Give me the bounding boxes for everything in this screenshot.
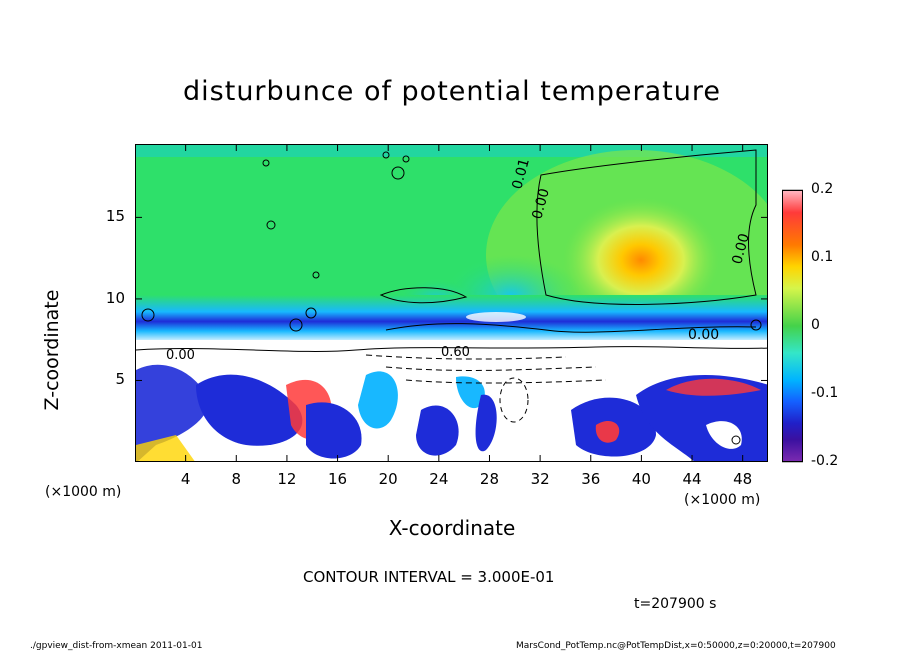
contour-interval: CONTOUR INTERVAL = 3.000E-01 bbox=[303, 568, 555, 586]
contour-label-0-60: 0.60 bbox=[441, 345, 470, 360]
x-tick-label: 36 bbox=[581, 470, 601, 488]
y-tick-label: 15 bbox=[105, 207, 125, 226]
x-tick-label: 40 bbox=[631, 470, 651, 488]
colorbar-label: 0.2 bbox=[811, 181, 834, 197]
x-tick-label: 44 bbox=[682, 470, 702, 488]
x-tick-label: 8 bbox=[231, 470, 242, 488]
y-tick-label: 5 bbox=[115, 370, 125, 389]
x-tick-label: 4 bbox=[180, 470, 191, 488]
contour-label-0-00-upper-right: 0.00 bbox=[729, 232, 753, 266]
time-label: t=207900 s bbox=[634, 596, 717, 612]
contour-label-group: 0.60 0.00 0.00 0.00 0.00 0.01 bbox=[166, 157, 753, 363]
x-axis-label: X-coordinate bbox=[388, 516, 516, 540]
y-axis-label: Z-coordinate bbox=[41, 289, 63, 411]
chart-title: disturbunce of potential temperature bbox=[183, 76, 721, 107]
x-tick-label: 32 bbox=[530, 470, 550, 488]
plot-area: 0.60 0.00 0.00 0.00 0.00 0.01 bbox=[135, 144, 768, 462]
contour-label-0-00-right: 0.00 bbox=[688, 327, 719, 343]
x-tick-label: 12 bbox=[277, 470, 297, 488]
contour-label-0-01: 0.01 bbox=[509, 157, 533, 191]
x-tick-label: 24 bbox=[429, 470, 449, 488]
colorbar-label: -0.2 bbox=[811, 453, 839, 469]
heatmap-field: 0.60 0.00 0.00 0.00 0.00 0.01 bbox=[136, 145, 767, 461]
contour-label-0-00-upper-left: 0.00 bbox=[529, 187, 553, 221]
x-unit-left: (×1000 m) bbox=[45, 484, 122, 500]
colorbar-label: -0.1 bbox=[811, 385, 839, 401]
x-tick-label: 48 bbox=[733, 470, 753, 488]
colorbar-label: 0 bbox=[811, 317, 820, 333]
footer-right: MarsCond_PotTemp.nc@PotTempDist,x=0:5000… bbox=[516, 641, 836, 651]
x-unit-right: (×1000 m) bbox=[684, 492, 761, 508]
contour-label-0-00-left: 0.00 bbox=[166, 348, 195, 363]
y-tick-label: 10 bbox=[105, 288, 125, 307]
colorbar-label: 0.1 bbox=[811, 249, 834, 265]
colorbar bbox=[782, 190, 803, 462]
x-tick-label: 28 bbox=[479, 470, 500, 488]
footer-left: ./gpview_dist-from-xmean 2011-01-01 bbox=[30, 641, 203, 651]
x-tick-label: 20 bbox=[378, 470, 398, 488]
x-tick-label: 16 bbox=[328, 470, 348, 488]
